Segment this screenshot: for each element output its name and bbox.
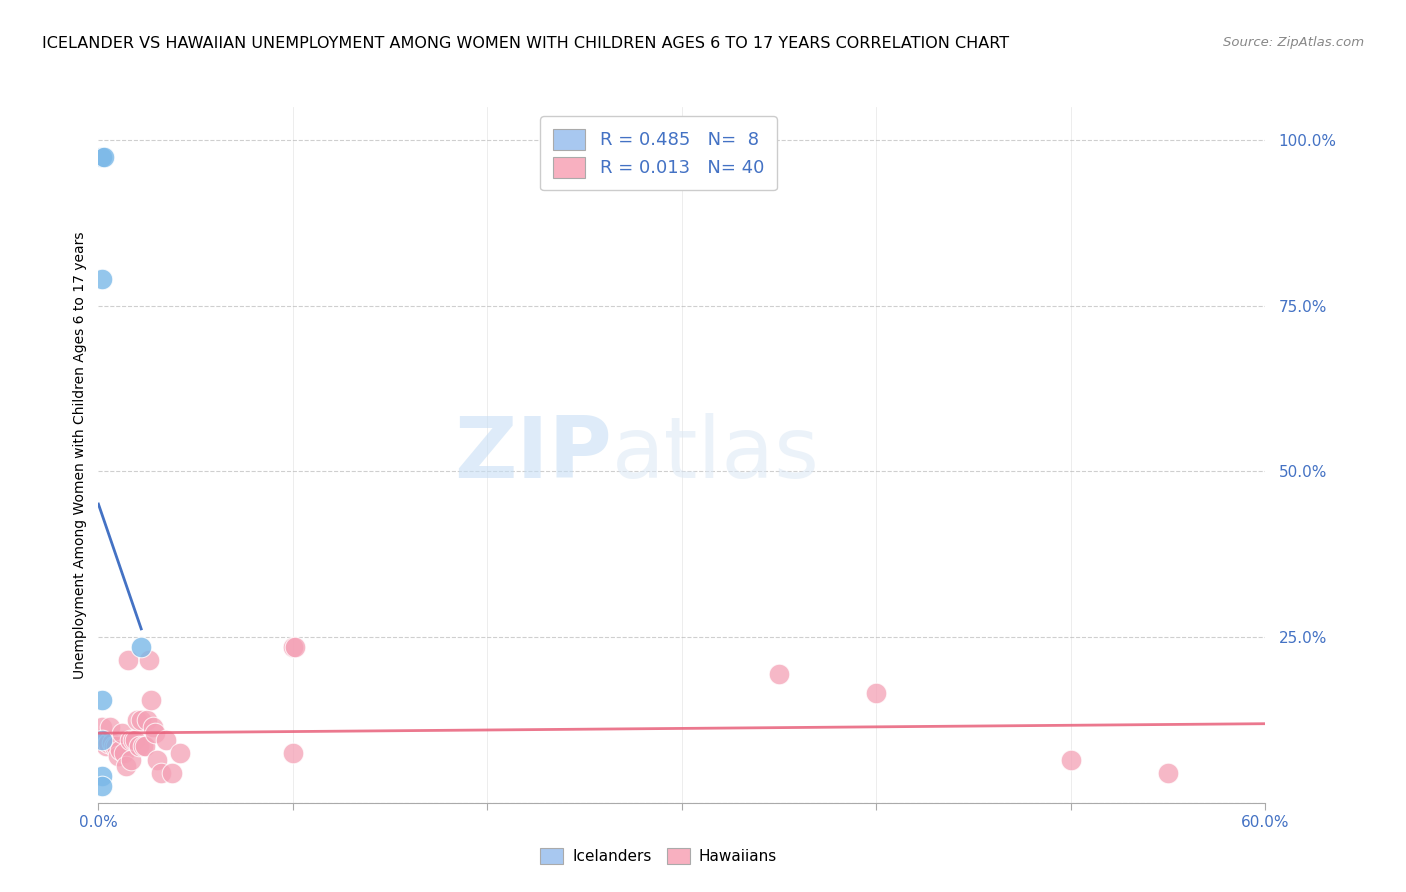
Point — [107, 749, 129, 764]
Point — [865, 686, 887, 700]
Point — [1157, 766, 1180, 780]
Point — [146, 753, 169, 767]
Point — [91, 732, 114, 747]
Point — [97, 736, 120, 750]
Point — [149, 766, 172, 780]
Point — [91, 272, 114, 286]
Point — [103, 739, 125, 754]
Point — [111, 726, 134, 740]
Point — [281, 746, 304, 760]
Point — [142, 720, 165, 734]
Point — [169, 746, 191, 760]
Point — [139, 693, 162, 707]
Point — [91, 693, 114, 707]
Y-axis label: Unemployment Among Women with Children Ages 6 to 17 years: Unemployment Among Women with Children A… — [73, 231, 87, 679]
Point — [124, 732, 146, 747]
Point — [117, 653, 139, 667]
Point — [143, 726, 166, 740]
Text: ICELANDER VS HAWAIIAN UNEMPLOYMENT AMONG WOMEN WITH CHILDREN AGES 6 TO 17 YEARS : ICELANDER VS HAWAIIAN UNEMPLOYMENT AMONG… — [42, 36, 1010, 51]
Point — [98, 720, 121, 734]
Point — [121, 753, 143, 767]
Point — [129, 640, 152, 654]
Text: Source: ZipAtlas.com: Source: ZipAtlas.com — [1223, 36, 1364, 49]
Point — [108, 743, 131, 757]
Point — [118, 732, 141, 747]
Point — [132, 739, 155, 754]
Point — [128, 739, 150, 754]
Point — [122, 732, 145, 747]
Point — [127, 713, 149, 727]
Point — [104, 739, 127, 754]
Point — [91, 769, 114, 783]
Point — [91, 779, 114, 793]
Point — [138, 653, 160, 667]
Text: ZIP: ZIP — [454, 413, 612, 497]
Point — [101, 736, 124, 750]
Point — [93, 732, 115, 747]
Point — [284, 640, 307, 654]
Point — [96, 739, 118, 754]
Point — [114, 759, 136, 773]
Point — [91, 720, 114, 734]
Point — [155, 732, 177, 747]
Point — [134, 739, 156, 754]
Text: atlas: atlas — [612, 413, 820, 497]
Point — [93, 150, 115, 164]
Point — [768, 666, 790, 681]
Point — [162, 766, 184, 780]
Point — [1060, 753, 1083, 767]
Point — [136, 713, 159, 727]
Point — [129, 713, 152, 727]
Point — [112, 746, 135, 760]
Legend: Icelanders, Hawaiians: Icelanders, Hawaiians — [533, 840, 785, 871]
Point — [91, 150, 114, 164]
Point — [281, 640, 304, 654]
